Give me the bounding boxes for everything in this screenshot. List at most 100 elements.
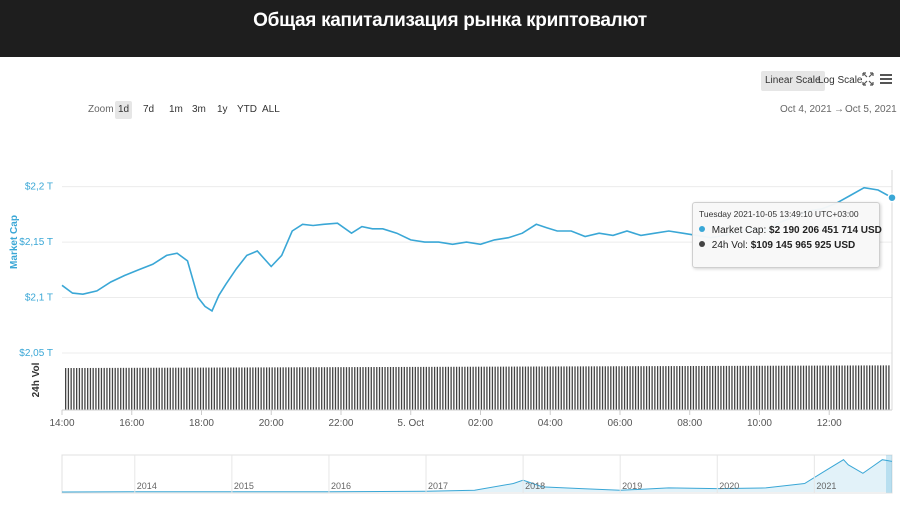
volume-bar xyxy=(882,365,885,410)
volume-bar xyxy=(582,366,584,410)
volume-bar xyxy=(409,366,411,410)
volume-bar xyxy=(111,367,114,410)
zoom-all-button[interactable]: ALL xyxy=(262,104,280,115)
volume-bar xyxy=(155,367,158,410)
volume-bar xyxy=(304,367,306,410)
volume-bar xyxy=(494,366,496,410)
volume-bar xyxy=(403,366,405,410)
volume-bar xyxy=(365,367,367,410)
volume-bar xyxy=(442,366,444,410)
volume-bar xyxy=(235,367,238,410)
zoom-label: Zoom xyxy=(88,104,114,115)
x-tick-label: 16:00 xyxy=(119,418,144,429)
zoom-1d-button[interactable]: 1d xyxy=(115,101,133,119)
volume-bar xyxy=(455,366,458,410)
zoom-3m-button[interactable]: 3m xyxy=(192,104,206,115)
tooltip-market-cap-label: Market Cap: xyxy=(711,225,767,236)
x-tick-label: 5. Oct xyxy=(397,418,424,429)
volume-bar xyxy=(665,366,667,410)
y-axis-label: Market Cap xyxy=(9,215,20,269)
volume-bar xyxy=(128,367,130,410)
linear-scale-button[interactable]: Linear Scale xyxy=(761,71,825,91)
volume-bar xyxy=(329,367,331,410)
volume-bar xyxy=(362,367,364,410)
volume-bar xyxy=(833,365,835,410)
x-tick-label: 14:00 xyxy=(49,418,74,429)
volume-bar xyxy=(472,366,474,410)
volume-bar xyxy=(293,367,295,410)
volume-bar xyxy=(530,366,532,410)
volume-bar xyxy=(458,366,461,410)
navigator-year-label: 2017 xyxy=(428,481,448,491)
volume-bar xyxy=(778,365,780,410)
volume-bar xyxy=(175,367,177,410)
zoom-7d-button[interactable]: 7d xyxy=(143,104,155,115)
volume-bar xyxy=(714,365,717,410)
volume-bar xyxy=(590,366,593,410)
volume-bar xyxy=(100,367,103,410)
y-axis-ticks: $2,2 T $2,15 T $2,1 T $2,05 T xyxy=(19,182,53,359)
volume-bar xyxy=(436,366,438,410)
range-from-input[interactable]: Oct 4, 2021 xyxy=(780,104,832,115)
volume-bar xyxy=(676,366,678,410)
volume-bar xyxy=(805,365,807,410)
volume-bar xyxy=(629,366,631,410)
volume-dot-icon xyxy=(699,241,705,247)
volume-bar xyxy=(692,366,695,410)
volume-bar xyxy=(450,366,452,410)
zoom-1y-button[interactable]: 1y xyxy=(217,104,228,115)
navigator-year-label: 2019 xyxy=(622,481,642,491)
volume-bar xyxy=(604,366,606,410)
volume-bar xyxy=(114,367,116,410)
volume-bar xyxy=(502,366,505,410)
volume-bar xyxy=(519,366,521,410)
volume-bar xyxy=(783,365,785,410)
volume-bar xyxy=(827,365,829,410)
volume-bar xyxy=(667,366,670,410)
volume-bar xyxy=(753,365,755,410)
zoom-1m-button[interactable]: 1m xyxy=(169,104,183,115)
volume-bar xyxy=(491,366,494,410)
volume-bar xyxy=(786,365,788,410)
banner-title: Общая капитализация рынка криптовалют xyxy=(253,10,647,31)
volume-bar xyxy=(577,366,579,410)
volume-bar xyxy=(395,366,397,410)
volume-bar xyxy=(568,366,571,410)
volume-bar xyxy=(643,366,645,410)
volume-bar xyxy=(566,366,568,410)
volume-bar xyxy=(593,366,595,410)
volume-bar xyxy=(420,366,422,410)
volume-bar xyxy=(819,365,821,410)
volume-bar xyxy=(158,367,160,410)
tooltip-market-cap-value: $2 190 206 451 714 USD xyxy=(769,225,882,236)
range-to-input[interactable]: Oct 5, 2021 xyxy=(845,104,897,115)
volume-bar xyxy=(849,365,851,410)
volume-bar xyxy=(191,367,193,410)
range-separator: → xyxy=(834,104,844,115)
volume-bar xyxy=(747,365,750,410)
zoom-ytd-button[interactable]: YTD xyxy=(237,104,257,115)
volume-bar xyxy=(144,367,147,410)
volume-bar xyxy=(414,366,416,410)
volume-bar xyxy=(210,367,213,410)
hamburger-menu-icon[interactable] xyxy=(880,73,892,85)
volume-bar xyxy=(345,367,348,410)
volume-bar xyxy=(626,366,628,410)
volume-bar xyxy=(265,367,268,410)
fullscreen-icon[interactable] xyxy=(862,72,874,86)
volume-bar xyxy=(147,367,149,410)
volume-bar xyxy=(197,367,199,410)
volume-bar xyxy=(411,366,414,410)
volume-bar xyxy=(177,367,180,410)
volume-bar xyxy=(285,367,287,410)
y-tick-label: $2,05 T xyxy=(19,348,53,359)
y-tick-label: $2,15 T xyxy=(19,237,53,248)
volume-bar xyxy=(516,366,518,410)
log-scale-button[interactable]: Log Scale xyxy=(818,75,863,86)
volume-bar xyxy=(139,367,141,410)
volume-bar xyxy=(758,365,761,410)
volume-bar xyxy=(263,367,265,410)
volume-bar xyxy=(505,366,507,410)
volume-bar xyxy=(610,366,612,410)
volume-bar xyxy=(469,366,472,410)
